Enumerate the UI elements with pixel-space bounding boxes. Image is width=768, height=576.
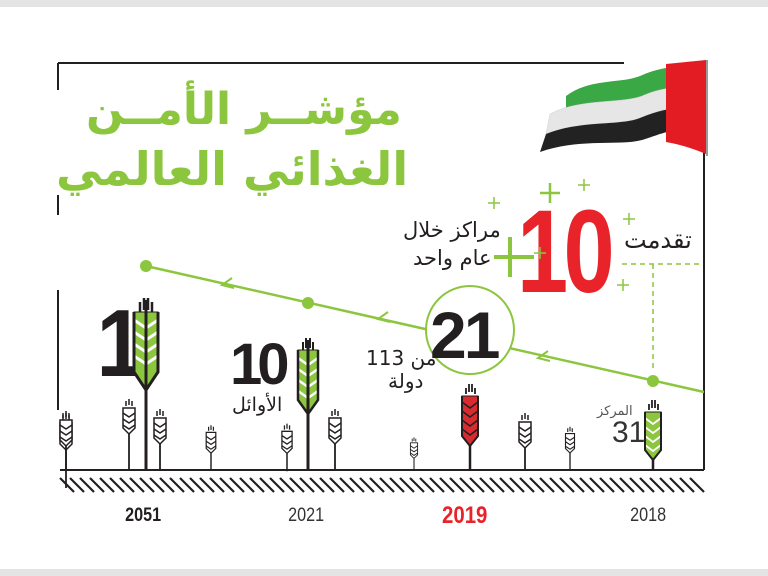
top-edge bbox=[0, 0, 768, 7]
rank-2018-number: 31 bbox=[612, 416, 646, 449]
year-2019: 2019 bbox=[442, 502, 488, 529]
title-line1: مؤشــر الأمــن bbox=[86, 84, 402, 135]
rank-2019-number: 21 bbox=[430, 298, 500, 372]
year-2018: 2018 bbox=[630, 505, 667, 526]
caption-line2: عام واحد bbox=[413, 246, 492, 270]
rank-of-label: من 113 bbox=[366, 346, 437, 370]
advanced-number: 10 bbox=[517, 186, 615, 318]
title-line2: الغذائي العالمي bbox=[56, 142, 409, 196]
plus-icon bbox=[488, 179, 635, 291]
year-2051: 2051 bbox=[125, 505, 162, 526]
goal-2021-number: 10 bbox=[230, 332, 289, 397]
year-2021: 2021 bbox=[288, 505, 325, 526]
trend-points bbox=[140, 260, 659, 387]
ground-hatch bbox=[59, 477, 705, 493]
advanced-label: تقدمت bbox=[624, 226, 692, 254]
uae-flag-icon bbox=[540, 60, 708, 156]
bottom-edge bbox=[0, 569, 768, 576]
arrow-left-icon bbox=[219, 277, 551, 362]
dashed-connector bbox=[622, 263, 700, 370]
rank-2018-label: المركز bbox=[597, 404, 633, 419]
wheat-icon bbox=[59, 399, 576, 472]
countries-label: دولة bbox=[388, 369, 424, 393]
goal-2021-label: الأوائل bbox=[232, 394, 283, 416]
trend-line bbox=[145, 264, 705, 394]
wheat-icon bbox=[296, 338, 320, 470]
wheat-icon bbox=[461, 384, 479, 470]
rank-circle bbox=[425, 285, 515, 375]
wheat-icon bbox=[132, 298, 160, 470]
caption-line1: مراكز خلال bbox=[403, 218, 501, 242]
wheat-icon bbox=[644, 400, 662, 470]
